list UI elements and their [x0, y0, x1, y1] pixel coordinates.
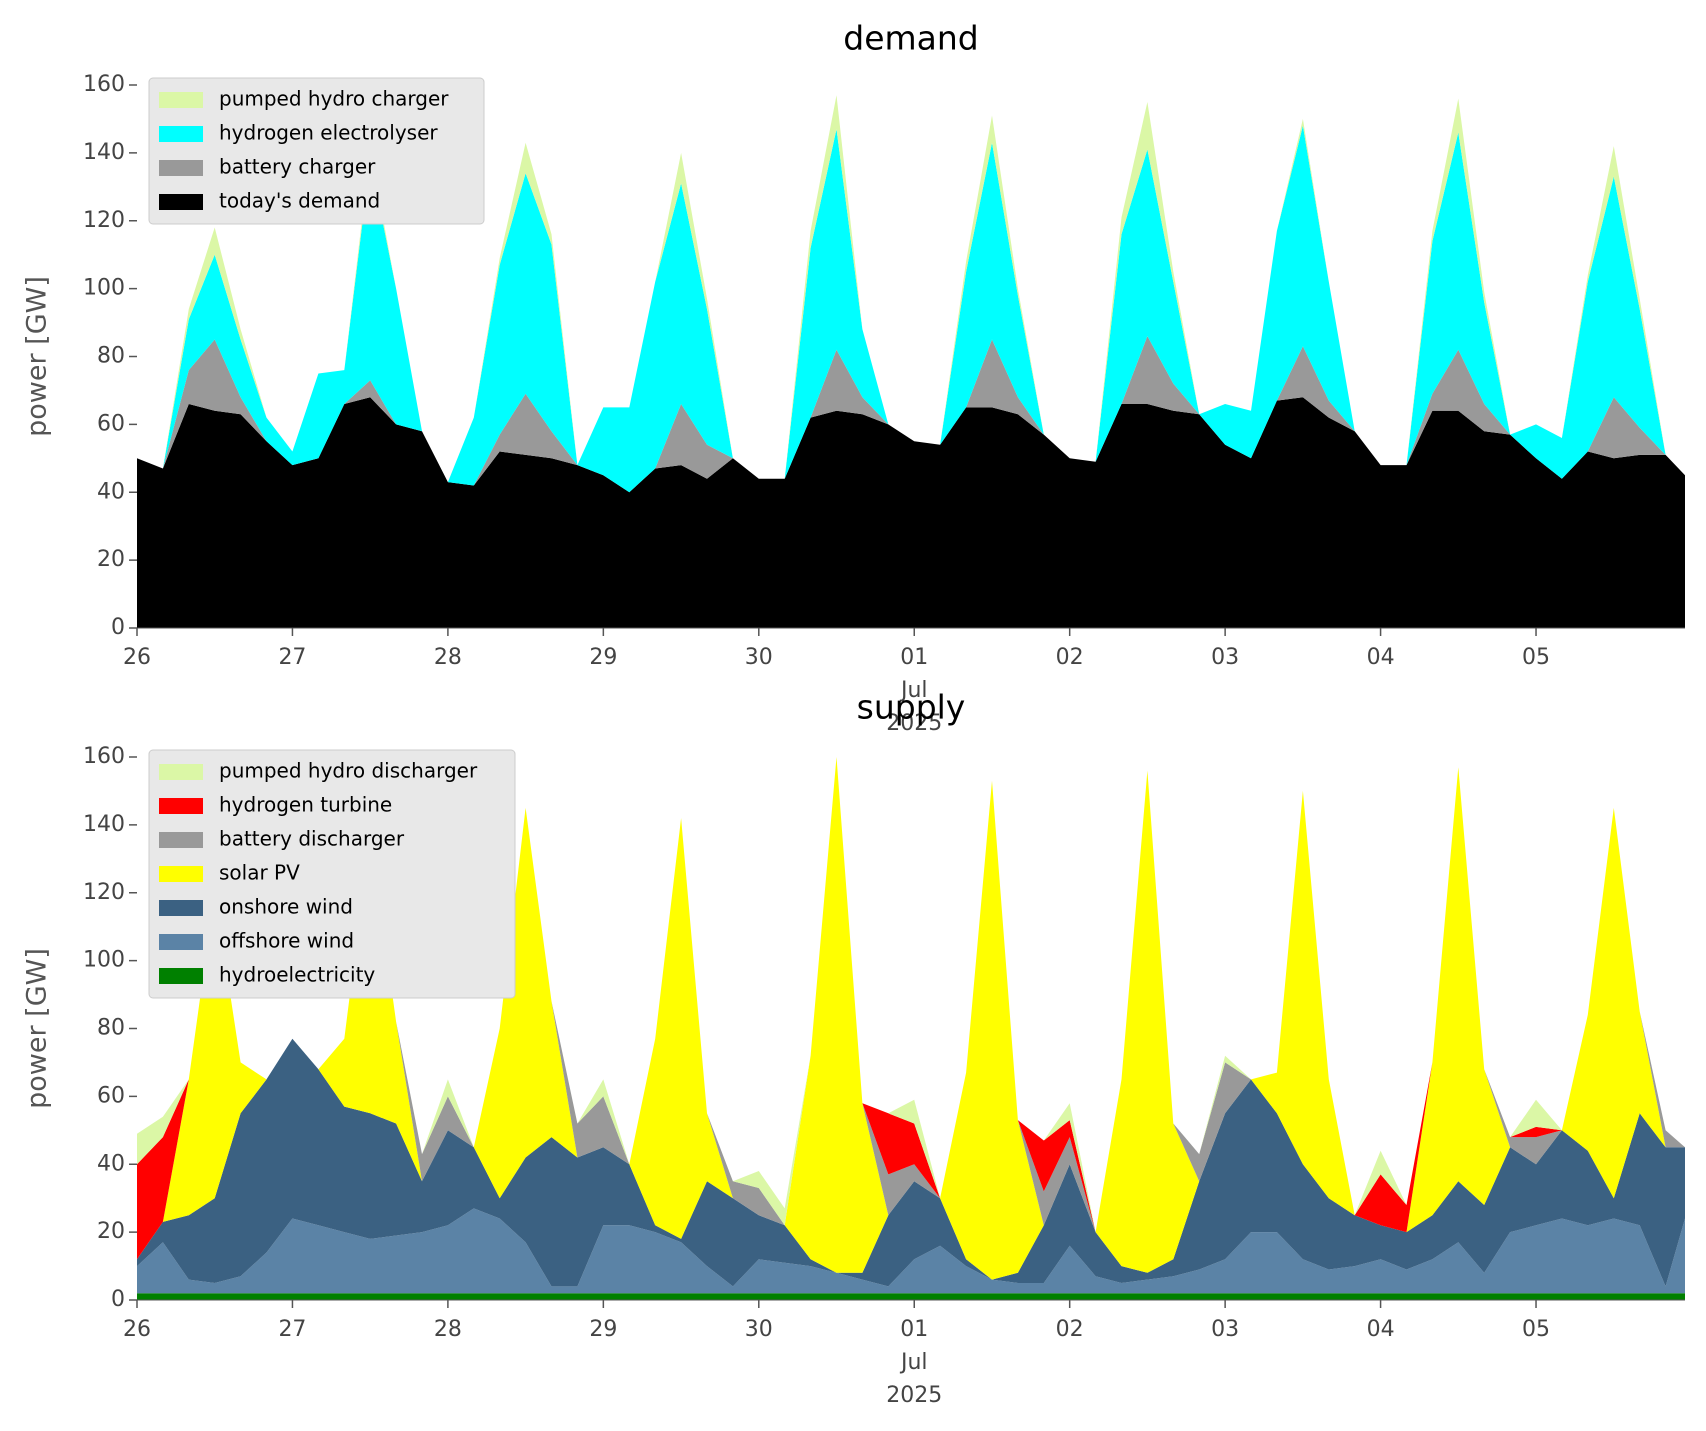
y-tick-label: 120 [83, 208, 125, 233]
chart-title: supply [857, 688, 966, 727]
y-tick-label: 0 [111, 615, 125, 640]
area [137, 125, 1685, 493]
x-tick-label: 27 [278, 645, 306, 670]
x-tick-sublabel: Jul [899, 678, 928, 703]
area [137, 757, 1685, 1260]
x-tick-label: 26 [123, 1317, 151, 1342]
legend-label: solar PV [219, 861, 300, 885]
legend-label: today's demand [219, 189, 380, 213]
x-tick-label: 28 [434, 645, 462, 670]
y-tick-label: 60 [97, 1083, 125, 1108]
legend-label: pumped hydro discharger [219, 759, 478, 783]
area [137, 1038, 1685, 1287]
x-tick-sublabel: Jul [899, 1350, 928, 1375]
x-tick-label: 05 [1522, 645, 1550, 670]
legend-swatch [159, 798, 203, 814]
legend-label: offshore wind [219, 929, 354, 953]
x-tick-label: 03 [1211, 1317, 1239, 1342]
legend-swatch [159, 832, 203, 848]
legend: pumped hydro charger hydrogen electrolyse… [148, 77, 485, 225]
legend-label: hydrogen electrolyser [219, 121, 438, 145]
x-tick-label: 04 [1367, 645, 1395, 670]
legend-swatch [159, 160, 203, 176]
y-tick-label: 20 [97, 547, 125, 572]
legend-swatch [159, 764, 203, 780]
y-tick-label: 20 [97, 1219, 125, 1244]
legend-label: battery charger [219, 155, 376, 179]
x-tick-sublabel: 2025 [886, 1383, 942, 1408]
y-tick-label: 40 [97, 1151, 125, 1176]
x-tick-label: 29 [589, 1317, 617, 1342]
legend-swatch [159, 126, 203, 142]
y-tick-label: 100 [83, 948, 125, 973]
x-tick-label: 03 [1211, 645, 1239, 670]
y-tick-label: 160 [83, 744, 125, 769]
area [137, 1208, 1685, 1294]
y-axis-label: power [GW] [22, 276, 53, 437]
legend-swatch [159, 194, 203, 210]
y-tick-label: 60 [97, 411, 125, 436]
y-tick-label: 160 [83, 72, 125, 97]
y-tick-label: 140 [83, 812, 125, 837]
x-tick-label: 28 [434, 1317, 462, 1342]
legend-swatch [159, 900, 203, 916]
y-tick-label: 0 [111, 1287, 125, 1312]
x-tick-label: 01 [900, 645, 928, 670]
y-tick-label: 100 [83, 276, 125, 301]
legend-swatch [159, 934, 203, 950]
x-tick-label: 26 [123, 645, 151, 670]
legend-box [148, 77, 485, 225]
x-tick-label: 04 [1367, 1317, 1395, 1342]
legend-swatch [159, 866, 203, 882]
legend-label: hydroelectricity [219, 963, 375, 987]
legend-swatch [159, 92, 203, 108]
legend-swatch [159, 968, 203, 984]
area [137, 336, 1685, 493]
area [137, 397, 1685, 628]
y-tick-label: 120 [83, 880, 125, 905]
legend-box [148, 749, 516, 999]
y-tick-label: 80 [97, 344, 125, 369]
legend-label: hydrogen turbine [219, 793, 392, 817]
y-tick-label: 80 [97, 1016, 125, 1041]
x-tick-label: 01 [900, 1317, 928, 1342]
x-tick-label: 02 [1056, 645, 1084, 670]
chart-title: demand [843, 19, 978, 58]
legend-label: pumped hydro charger [219, 87, 449, 111]
x-tick-label: 30 [745, 645, 773, 670]
x-tick-sublabel: 2025 [886, 711, 942, 736]
y-tick-label: 140 [83, 140, 125, 165]
area [137, 1293, 1685, 1300]
x-tick-label: 05 [1522, 1317, 1550, 1342]
x-tick-label: 27 [278, 1317, 306, 1342]
y-tick-label: 40 [97, 479, 125, 504]
x-tick-label: 29 [589, 645, 617, 670]
x-tick-label: 02 [1056, 1317, 1084, 1342]
area [137, 757, 1685, 1280]
legend: pumped hydro discharger hydrogen turbine b… [148, 749, 516, 999]
x-tick-label: 30 [745, 1317, 773, 1342]
legend-label: onshore wind [219, 895, 353, 919]
legend-label: battery discharger [219, 827, 405, 851]
y-axis-label: power [GW] [22, 948, 53, 1109]
